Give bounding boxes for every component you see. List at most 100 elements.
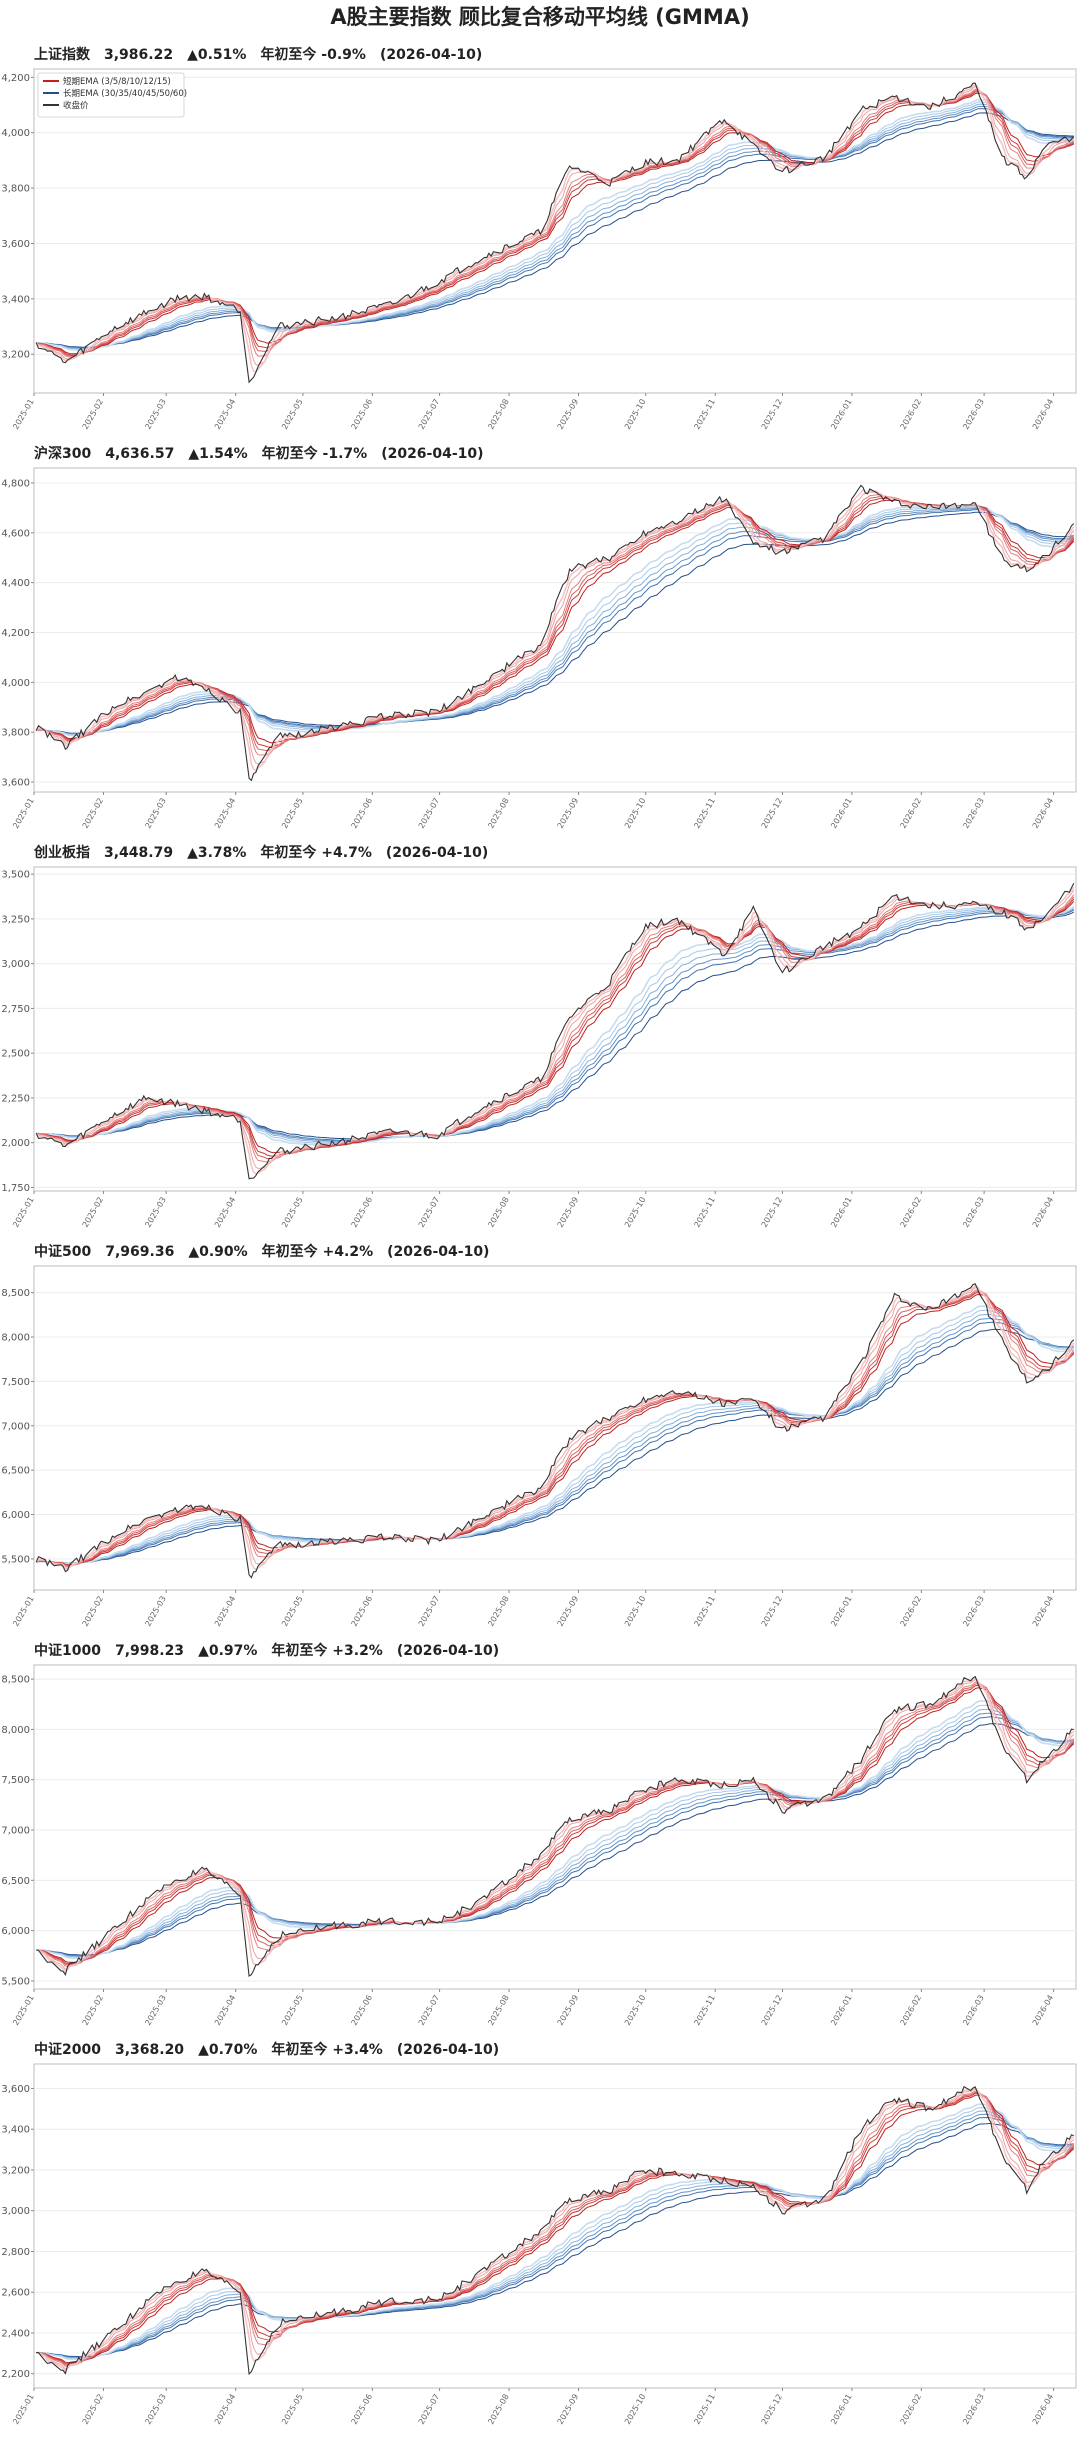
x-tick-label: 2025-07 — [417, 398, 442, 431]
short-ema-line — [35, 1289, 1075, 1568]
x-tick-label: 2025-05 — [280, 1994, 305, 2027]
x-tick-label: 2026-03 — [961, 1994, 986, 2027]
long-ema-line — [36, 908, 1075, 1142]
long-ema-line — [36, 2103, 1075, 2361]
last-value: 3,986.22 — [104, 47, 174, 63]
panel-header: 上证指数 3,986.22 ▲0.51% 年初至今 -0.9% (2026-04-10) — [34, 44, 496, 66]
long-ema-line — [36, 911, 1074, 1140]
long-ema-line — [36, 509, 1074, 735]
x-tick-label: 2026-01 — [829, 1994, 854, 2027]
x-tick-label: 2025-03 — [143, 1994, 168, 2027]
x-tick-label: 2025-05 — [280, 398, 305, 431]
long-ema-line — [36, 906, 1075, 1146]
short-ema-line — [36, 92, 1074, 355]
chart-svg: 3,600 3,800 4,000 4,200 4,400 4,600 4,800 2025-… — [1, 467, 1077, 830]
x-tick-label: 2026-02 — [899, 2393, 924, 2426]
long-ema-line — [36, 1318, 1074, 1564]
short-ema-line — [35, 889, 1075, 1170]
x-tick-label: 2025-07 — [417, 2393, 442, 2426]
plot-frame — [33, 1265, 1077, 1591]
long-ema-line — [36, 103, 1074, 350]
x-tick-label: 2025-03 — [143, 1595, 168, 1628]
ytd-change: 年初至今 -0.9% — [260, 47, 366, 63]
y-tick-label: 7,500 — [1, 1775, 30, 1786]
y-tick-label: 6,000 — [1, 1510, 30, 1521]
page-title: A股主要指数 顾比复合移动平均线 (GMMA) — [330, 5, 750, 29]
x-tick-label: 2025-03 — [143, 797, 168, 830]
x-tick-label: 2025-06 — [350, 398, 375, 431]
x-tick-label: 2026-02 — [899, 1994, 924, 2027]
y-tick-label: 4,600 — [1, 528, 30, 539]
short-ema-line — [36, 1677, 1075, 1974]
index-name: 中证500 — [34, 1244, 92, 1260]
chart-panel: 中证500 7,969.36 ▲0.90% 年初至今 +4.2% (2026-04-10… — [0, 1241, 1080, 1640]
last-value: 4,636.57 — [105, 446, 175, 462]
y-tick-label: 2,750 — [1, 1004, 30, 1015]
x-tick-label: 2025-04 — [213, 2393, 238, 2426]
panel-header: 中证1000 7,998.23 ▲0.97% 年初至今 +3.2% (2026-04-1… — [34, 1640, 513, 1662]
daily-change: ▲0.97% — [198, 1643, 258, 1659]
y-tick-label: 2,000 — [1, 1138, 30, 1149]
close-price-line — [35, 484, 1075, 782]
long-ema-line — [36, 505, 1075, 737]
y-tick-label: 3,600 — [1, 778, 30, 789]
chart-svg: 1,750 2,000 2,250 2,500 2,750 3,000 3,250 3,500… — [1, 866, 1077, 1229]
short-ema-line — [36, 2091, 1075, 2366]
y-tick-label: 4,000 — [1, 678, 30, 689]
x-tick-label: 2025-10 — [623, 1595, 648, 1628]
panel-header: 沪深300 4,636.57 ▲1.54% 年初至今 -1.7% (2026-04-10… — [34, 443, 498, 465]
series-group — [35, 484, 1075, 782]
y-tick-label: 3,800 — [1, 184, 30, 195]
short-ema-line — [36, 497, 1075, 748]
y-tick-label: 2,200 — [1, 2369, 30, 2380]
panel-header: 中证2000 3,368.20 ▲0.70% 年初至今 +3.4% (2026-04-1… — [34, 2039, 513, 2061]
short-ema-line — [36, 896, 1075, 1160]
x-tick-label: 2025-06 — [350, 797, 375, 830]
short-ema-line — [35, 83, 1075, 373]
x-tick-label: 2025-01 — [11, 797, 36, 830]
x-tick-label: 2026-02 — [899, 1196, 924, 1229]
short-ema-line — [36, 1292, 1075, 1567]
last-value: 3,368.20 — [114, 2042, 185, 2058]
x-tick-label: 2026-01 — [829, 398, 854, 431]
ytd-change: 年初至今 +4.7% — [260, 845, 372, 861]
short-ema-line — [36, 1681, 1075, 1967]
plot-frame — [33, 866, 1077, 1192]
x-tick-label: 2025-04 — [213, 1595, 238, 1628]
short-ema-line — [36, 495, 1075, 752]
ytd-change: 年初至今 +3.2% — [271, 1643, 383, 1659]
x-tick-label: 2025-11 — [692, 1196, 717, 1229]
x-tick-label: 2025-01 — [11, 1994, 36, 2027]
y-tick-label: 2,600 — [1, 2288, 30, 2299]
x-tick-label: 2025-07 — [417, 797, 442, 830]
short-ema-line — [36, 2092, 1075, 2365]
long-ema-line — [36, 1704, 1074, 1959]
y-tick-label: 5,500 — [1, 1554, 30, 1565]
x-tick-label: 2025-12 — [760, 2393, 785, 2426]
x-tick-label: 2025-12 — [760, 1994, 785, 2027]
chart-panel: 上证指数 3,986.22 ▲0.51% 年初至今 -0.9% (2026-04-10)… — [0, 44, 1080, 443]
x-tick-label: 2025-03 — [143, 2393, 168, 2426]
long-ema-line — [36, 511, 1074, 734]
x-tick-label: 2025-12 — [760, 1196, 785, 1229]
legend-close-label: 收盘价 — [63, 100, 89, 111]
x-tick-label: 2025-06 — [350, 1994, 375, 2027]
x-tick-label: 2026-03 — [961, 1595, 986, 1628]
x-tick-label: 2025-02 — [81, 2393, 106, 2426]
y-tick-label: 3,200 — [1, 2165, 30, 2176]
close-price-line — [35, 82, 1075, 384]
short-ema-line — [36, 900, 1075, 1154]
x-tick-label: 2025-08 — [486, 1994, 511, 2027]
x-tick-label: 2025-12 — [760, 1595, 785, 1628]
y-tick-label: 3,600 — [1, 2084, 30, 2095]
x-tick-label: 2025-10 — [623, 398, 648, 431]
y-tick-label: 1,750 — [1, 1183, 30, 1194]
long-ema-line — [36, 1708, 1074, 1958]
chart-svg: 3,200 3,400 3,600 3,800 4,000 4,200 2025-01 202… — [1, 68, 1077, 431]
y-tick-label: 6,500 — [1, 1466, 30, 1477]
x-tick-label: 2025-06 — [350, 2393, 375, 2426]
long-ema-line — [36, 909, 1075, 1141]
long-ema-line — [36, 1723, 1074, 1956]
short-ema-line — [36, 89, 1075, 357]
x-tick-label: 2025-09 — [556, 2393, 581, 2426]
